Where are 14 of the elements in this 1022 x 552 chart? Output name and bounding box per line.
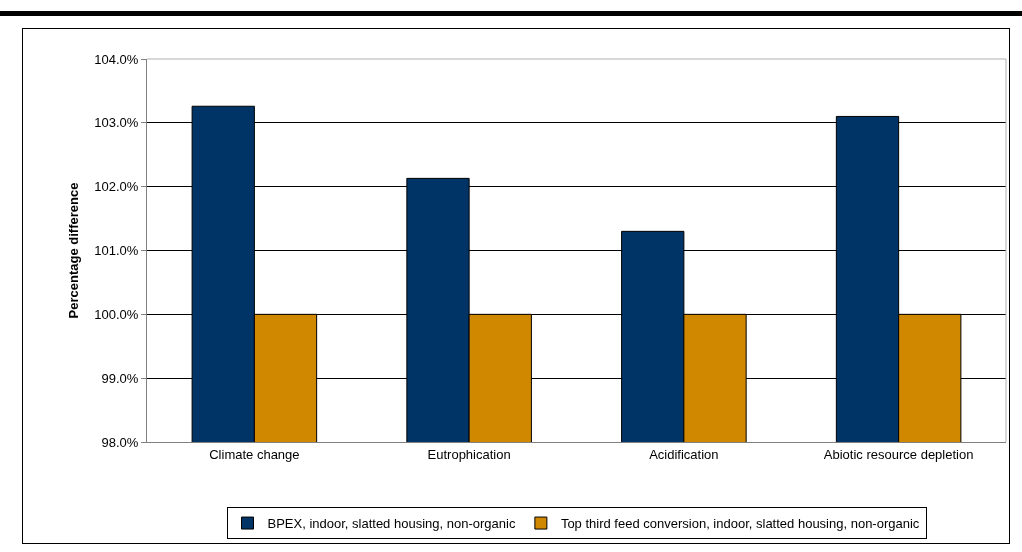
x-tick-label: Eutrophication <box>427 446 511 462</box>
y-tick-label: 103.0% <box>94 115 139 131</box>
x-tick-label: Abiotic resource depletion <box>823 446 974 462</box>
y-tick-label: 104.0% <box>94 51 139 67</box>
y-tick-label: 99.0% <box>101 370 139 386</box>
x-tick-label: Climate change <box>209 446 300 462</box>
y-tick-label: 102.0% <box>94 179 139 195</box>
x-tick-label: Acidification <box>649 446 719 462</box>
y-tick-label: 98.0% <box>101 434 139 450</box>
legend-label: BPEX, indoor, slatted housing, non-organic <box>267 516 516 532</box>
legend-label: Top third feed conversion, indoor, slatted housing, non-organic <box>560 516 920 532</box>
y-tick-label: 101.0% <box>94 243 139 259</box>
y-tick-label: 100.0% <box>94 306 139 322</box>
y-axis-title: Percentage difference <box>66 182 82 319</box>
